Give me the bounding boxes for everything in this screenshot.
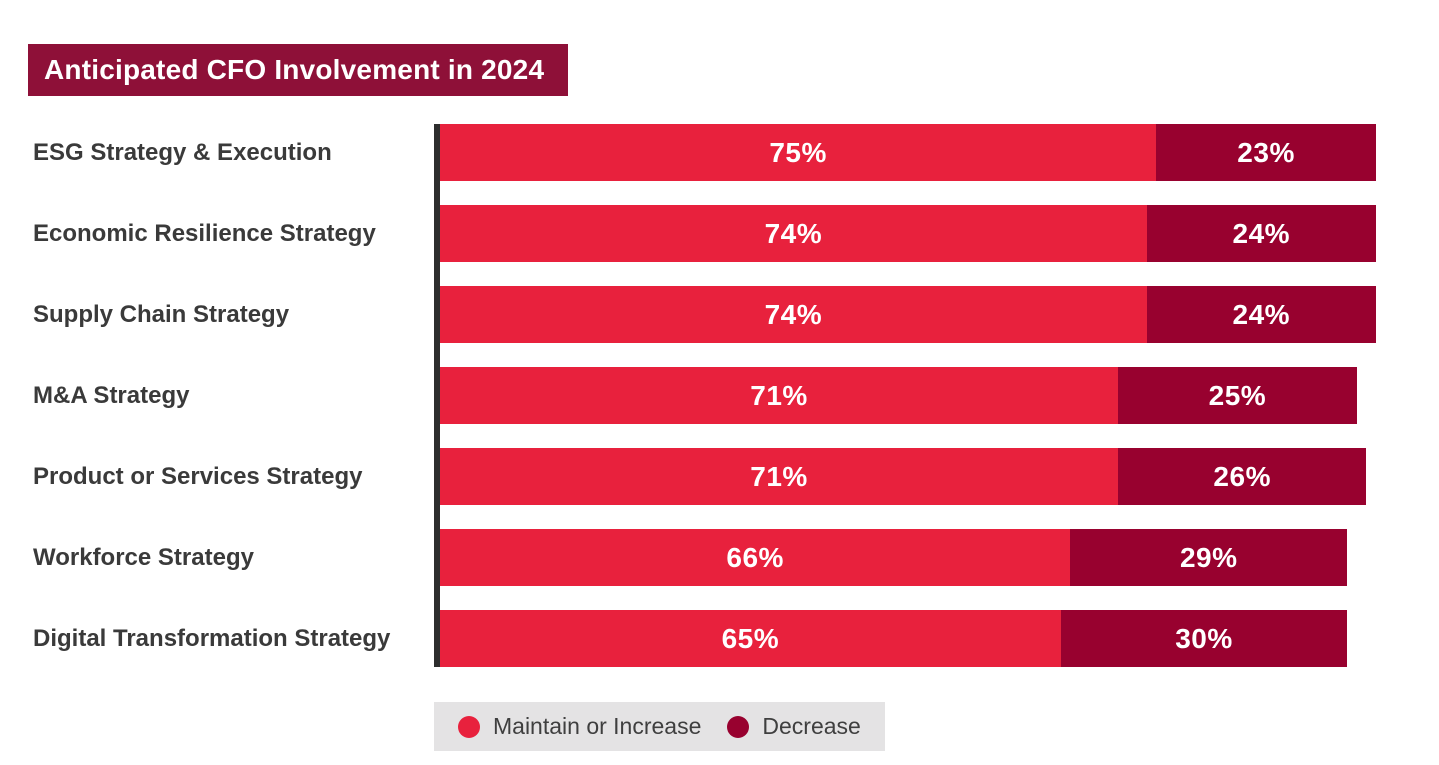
legend-dot-decrease-icon (727, 715, 750, 738)
bar-segment-decrease: 29% (1070, 529, 1348, 586)
category-label: Workforce Strategy (33, 543, 254, 571)
category-label: M&A Strategy (33, 381, 190, 409)
bar-track: 74% 24% (440, 286, 1395, 343)
bar-segment-decrease: 23% (1156, 124, 1376, 181)
bar-segment-decrease: 24% (1146, 205, 1376, 262)
bar-segment-decrease: 26% (1118, 448, 1367, 505)
y-axis-line (434, 124, 440, 667)
chart-legend: Maintain or Increase Decrease (434, 702, 885, 751)
bar-value-label: 23% (1237, 136, 1295, 168)
legend-label: Maintain or Increase (493, 713, 702, 739)
bar-row: Supply Chain Strategy 74% 24% (0, 286, 1439, 343)
bar-segment-maintain: 74% (440, 205, 1147, 262)
bar-segment-maintain: 71% (440, 367, 1119, 424)
bar-track: 75% 23% (440, 124, 1395, 181)
bar-value-label: 74% (764, 217, 823, 249)
bar-row: M&A Strategy 71% 25% (0, 367, 1439, 424)
bar-value-label: 29% (1179, 541, 1238, 573)
bar-segment-maintain: 65% (440, 610, 1061, 667)
bar-value-label: 71% (750, 460, 808, 492)
bar-row: Digital Transformation Strategy 65% 30% (0, 610, 1439, 667)
bar-segment-maintain: 66% (440, 529, 1071, 586)
bar-track: 71% 26% (440, 448, 1395, 505)
legend-dot-maintain-icon (458, 715, 480, 738)
category-label: Supply Chain Strategy (33, 300, 290, 328)
bar-segment-decrease: 24% (1146, 286, 1376, 343)
bar-segment-maintain: 74% (440, 286, 1147, 343)
bar-row: Economic Resilience Strategy 74% 24% (0, 205, 1439, 262)
bar-row: Workforce Strategy 66% 29% (0, 529, 1439, 586)
bar-value-label: 65% (721, 622, 780, 654)
category-label: Digital Transformation Strategy (33, 624, 391, 652)
bar-segment-maintain: 71% (440, 448, 1119, 505)
stacked-bar-chart: ESG Strategy & Execution 75% 23% Economi… (0, 124, 1439, 667)
bar-track: 74% 24% (440, 205, 1395, 262)
bar-segment-decrease: 25% (1118, 367, 1357, 424)
bar-track: 71% 25% (440, 367, 1395, 424)
bar-value-label: 30% (1175, 622, 1233, 654)
category-label: Product or Services Strategy (33, 462, 363, 490)
category-label: ESG Strategy & Execution (33, 138, 332, 166)
bar-value-label: 24% (1232, 217, 1291, 249)
bar-value-label: 26% (1213, 460, 1271, 492)
bar-segment-maintain: 75% (440, 124, 1157, 181)
bar-row: Product or Services Strategy 71% 26% (0, 448, 1439, 505)
legend-item-maintain: Maintain or Increase (458, 713, 701, 740)
bar-value-label: 75% (769, 136, 827, 168)
legend-item-decrease: Decrease (727, 713, 861, 740)
bar-segment-decrease: 30% (1060, 610, 1348, 667)
chart-title: Anticipated CFO Involvement in 2024 (28, 44, 569, 96)
legend-label: Decrease (762, 713, 861, 739)
bar-value-label: 74% (764, 298, 823, 330)
bar-row: ESG Strategy & Execution 75% 23% (0, 124, 1439, 181)
bar-value-label: 24% (1232, 298, 1291, 330)
bar-track: 66% 29% (440, 529, 1395, 586)
category-label: Economic Resilience Strategy (33, 219, 376, 247)
bar-value-label: 66% (726, 541, 784, 573)
bar-track: 65% 30% (440, 610, 1395, 667)
bar-value-label: 71% (750, 379, 808, 411)
bar-value-label: 25% (1208, 379, 1267, 411)
